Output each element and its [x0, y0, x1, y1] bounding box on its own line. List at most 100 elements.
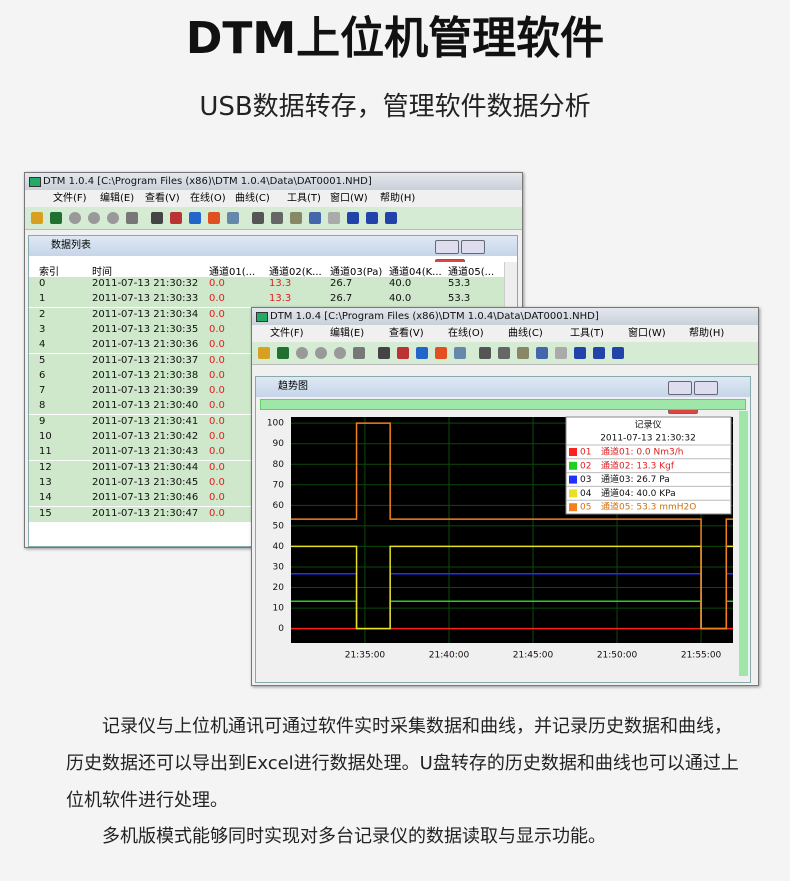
column-header: 通道03(Pa) [330, 267, 383, 278]
toolbar-icon[interactable] [296, 347, 308, 359]
table-cell: 0.0 [209, 323, 225, 335]
legend-swatch [569, 475, 577, 484]
legend-label: 通道01: 0.0 Nm3/h [601, 446, 683, 458]
menu-item[interactable]: 工具(T) [287, 193, 321, 204]
legend-code: 04 [580, 489, 592, 499]
menu-item[interactable]: 窗口(W) [330, 193, 368, 204]
toolbar-icon[interactable] [416, 347, 428, 359]
table-cell: 2011-07-13 21:30:43 [92, 446, 199, 458]
x-tick-label: 21:45:00 [513, 651, 554, 661]
y-tick-label: 60 [273, 501, 285, 511]
table-cell: 1 [39, 293, 46, 305]
table-cell: 0.0 [209, 492, 225, 504]
toolbar-icon[interactable] [612, 347, 624, 359]
menu-item[interactable]: 查看(V) [145, 193, 180, 204]
table-cell: 0.0 [209, 293, 225, 305]
x-tick-label: 21:55:00 [681, 651, 722, 661]
scroll-strip[interactable] [260, 399, 746, 410]
toolbar-icon[interactable] [252, 212, 264, 224]
toolbar-icon[interactable] [366, 212, 378, 224]
toolbar-icon[interactable] [189, 212, 201, 224]
y-tick-label: 50 [273, 521, 285, 531]
table-cell: 40.0 [389, 278, 412, 289]
toolbar-icon[interactable] [208, 212, 220, 224]
table-cell: 13.3 [269, 278, 292, 289]
legend-label: 通道04: 40.0 KPa [601, 487, 676, 499]
toolbar-icon[interactable] [479, 347, 491, 359]
paragraph: 记录仪与上位机通讯可通过软件实时采集数据和曲线，并记录历史数据和曲线，历史数据还… [66, 716, 739, 811]
toolbar-icon[interactable] [536, 347, 548, 359]
menu-item[interactable]: 曲线(C) [235, 193, 270, 204]
table-cell: 0.0 [209, 507, 225, 519]
toolbar-icon[interactable] [88, 212, 100, 224]
toolbar-icon[interactable] [170, 212, 182, 224]
table-cell: 2011-07-13 21:30:42 [92, 431, 199, 442]
toolbar-icon[interactable] [328, 212, 340, 224]
menu-item[interactable]: 在线(O) [448, 328, 484, 339]
toolbar-icon[interactable] [435, 347, 447, 359]
toolbar-icon[interactable] [271, 212, 283, 224]
series-line [291, 422, 733, 630]
toolbar-icon[interactable] [126, 212, 138, 224]
toolbar-icon[interactable] [258, 347, 270, 359]
toolbar-icon[interactable] [107, 212, 119, 224]
legend-swatch [569, 489, 577, 498]
menu-item[interactable]: 曲线(C) [508, 328, 543, 339]
toolbar-icon[interactable] [385, 212, 397, 224]
menu-item[interactable]: 窗口(W) [628, 328, 666, 339]
menu-item[interactable]: 查看(V) [389, 328, 424, 339]
toolbar-icon[interactable] [574, 347, 586, 359]
y-tick-label: 0 [278, 624, 284, 634]
table-cell: 0.0 [209, 369, 225, 381]
menu-item[interactable]: 编辑(E) [100, 193, 135, 204]
table-cell: 0.0 [209, 461, 225, 473]
toolbar-icon[interactable] [69, 212, 81, 224]
toolbar-icon[interactable] [378, 347, 390, 359]
paragraph: 多机版模式能够同时实现对多台记录仪的数据读取与显示功能。 [102, 826, 606, 847]
table-cell: 11 [39, 446, 52, 458]
table-cell: 3 [39, 323, 46, 335]
toolbar-icon[interactable] [151, 212, 163, 224]
table-cell: 15 [39, 507, 52, 519]
menu-item[interactable]: 帮助(H) [380, 193, 416, 204]
toolbar-icon[interactable] [593, 347, 605, 359]
menu-item[interactable]: 文件(F) [270, 328, 304, 339]
legend-box [565, 416, 732, 515]
toolbar-icon[interactable] [498, 347, 510, 359]
toolbar-icon[interactable] [397, 347, 409, 359]
table-cell: 2011-07-13 21:30:40 [92, 400, 199, 412]
menu-item[interactable]: 工具(T) [570, 328, 604, 339]
table-cell: 2011-07-13 21:30:37 [92, 354, 199, 366]
toolbar-icon[interactable] [227, 212, 239, 224]
toolbar-icon[interactable] [353, 347, 365, 359]
toolbar-icon[interactable] [309, 212, 321, 224]
menu-item[interactable]: 文件(F) [53, 193, 87, 204]
window-buttons[interactable] [433, 239, 513, 273]
x-tick-label: 21:50:00 [597, 651, 638, 661]
column-header: 时间 [92, 267, 112, 278]
toolbar-icon[interactable] [315, 347, 327, 359]
menu-item[interactable]: 帮助(H) [689, 328, 725, 339]
toolbar-icon[interactable] [31, 212, 43, 224]
toolbar-icon[interactable] [334, 347, 346, 359]
table-cell: 2011-07-13 21:30:38 [92, 369, 199, 381]
toolbar-icon[interactable] [277, 347, 289, 359]
table-cell: 2011-07-13 21:30:41 [92, 415, 199, 427]
menu-item[interactable]: 编辑(E) [330, 328, 365, 339]
legend-code: 01 [580, 448, 591, 458]
toolbar-icon[interactable] [454, 347, 466, 359]
y-tick-label: 100 [267, 419, 284, 429]
table-cell: 7 [39, 385, 46, 397]
toolbar-icon[interactable] [290, 212, 302, 224]
toolbar-icon[interactable] [50, 212, 62, 224]
toolbar-icon[interactable] [347, 212, 359, 224]
table-cell: 53.3 [448, 278, 471, 289]
toolbar-icon[interactable] [517, 347, 529, 359]
toolbar-icon[interactable] [555, 347, 567, 359]
table-cell: 0.0 [209, 415, 225, 427]
legend-code: 03 [580, 475, 591, 485]
table-cell: 26.7 [330, 293, 353, 305]
menu-item[interactable]: 在线(O) [190, 193, 226, 204]
table-cell: 2011-07-13 21:30:44 [92, 461, 199, 473]
table-cell: 14 [39, 492, 52, 504]
